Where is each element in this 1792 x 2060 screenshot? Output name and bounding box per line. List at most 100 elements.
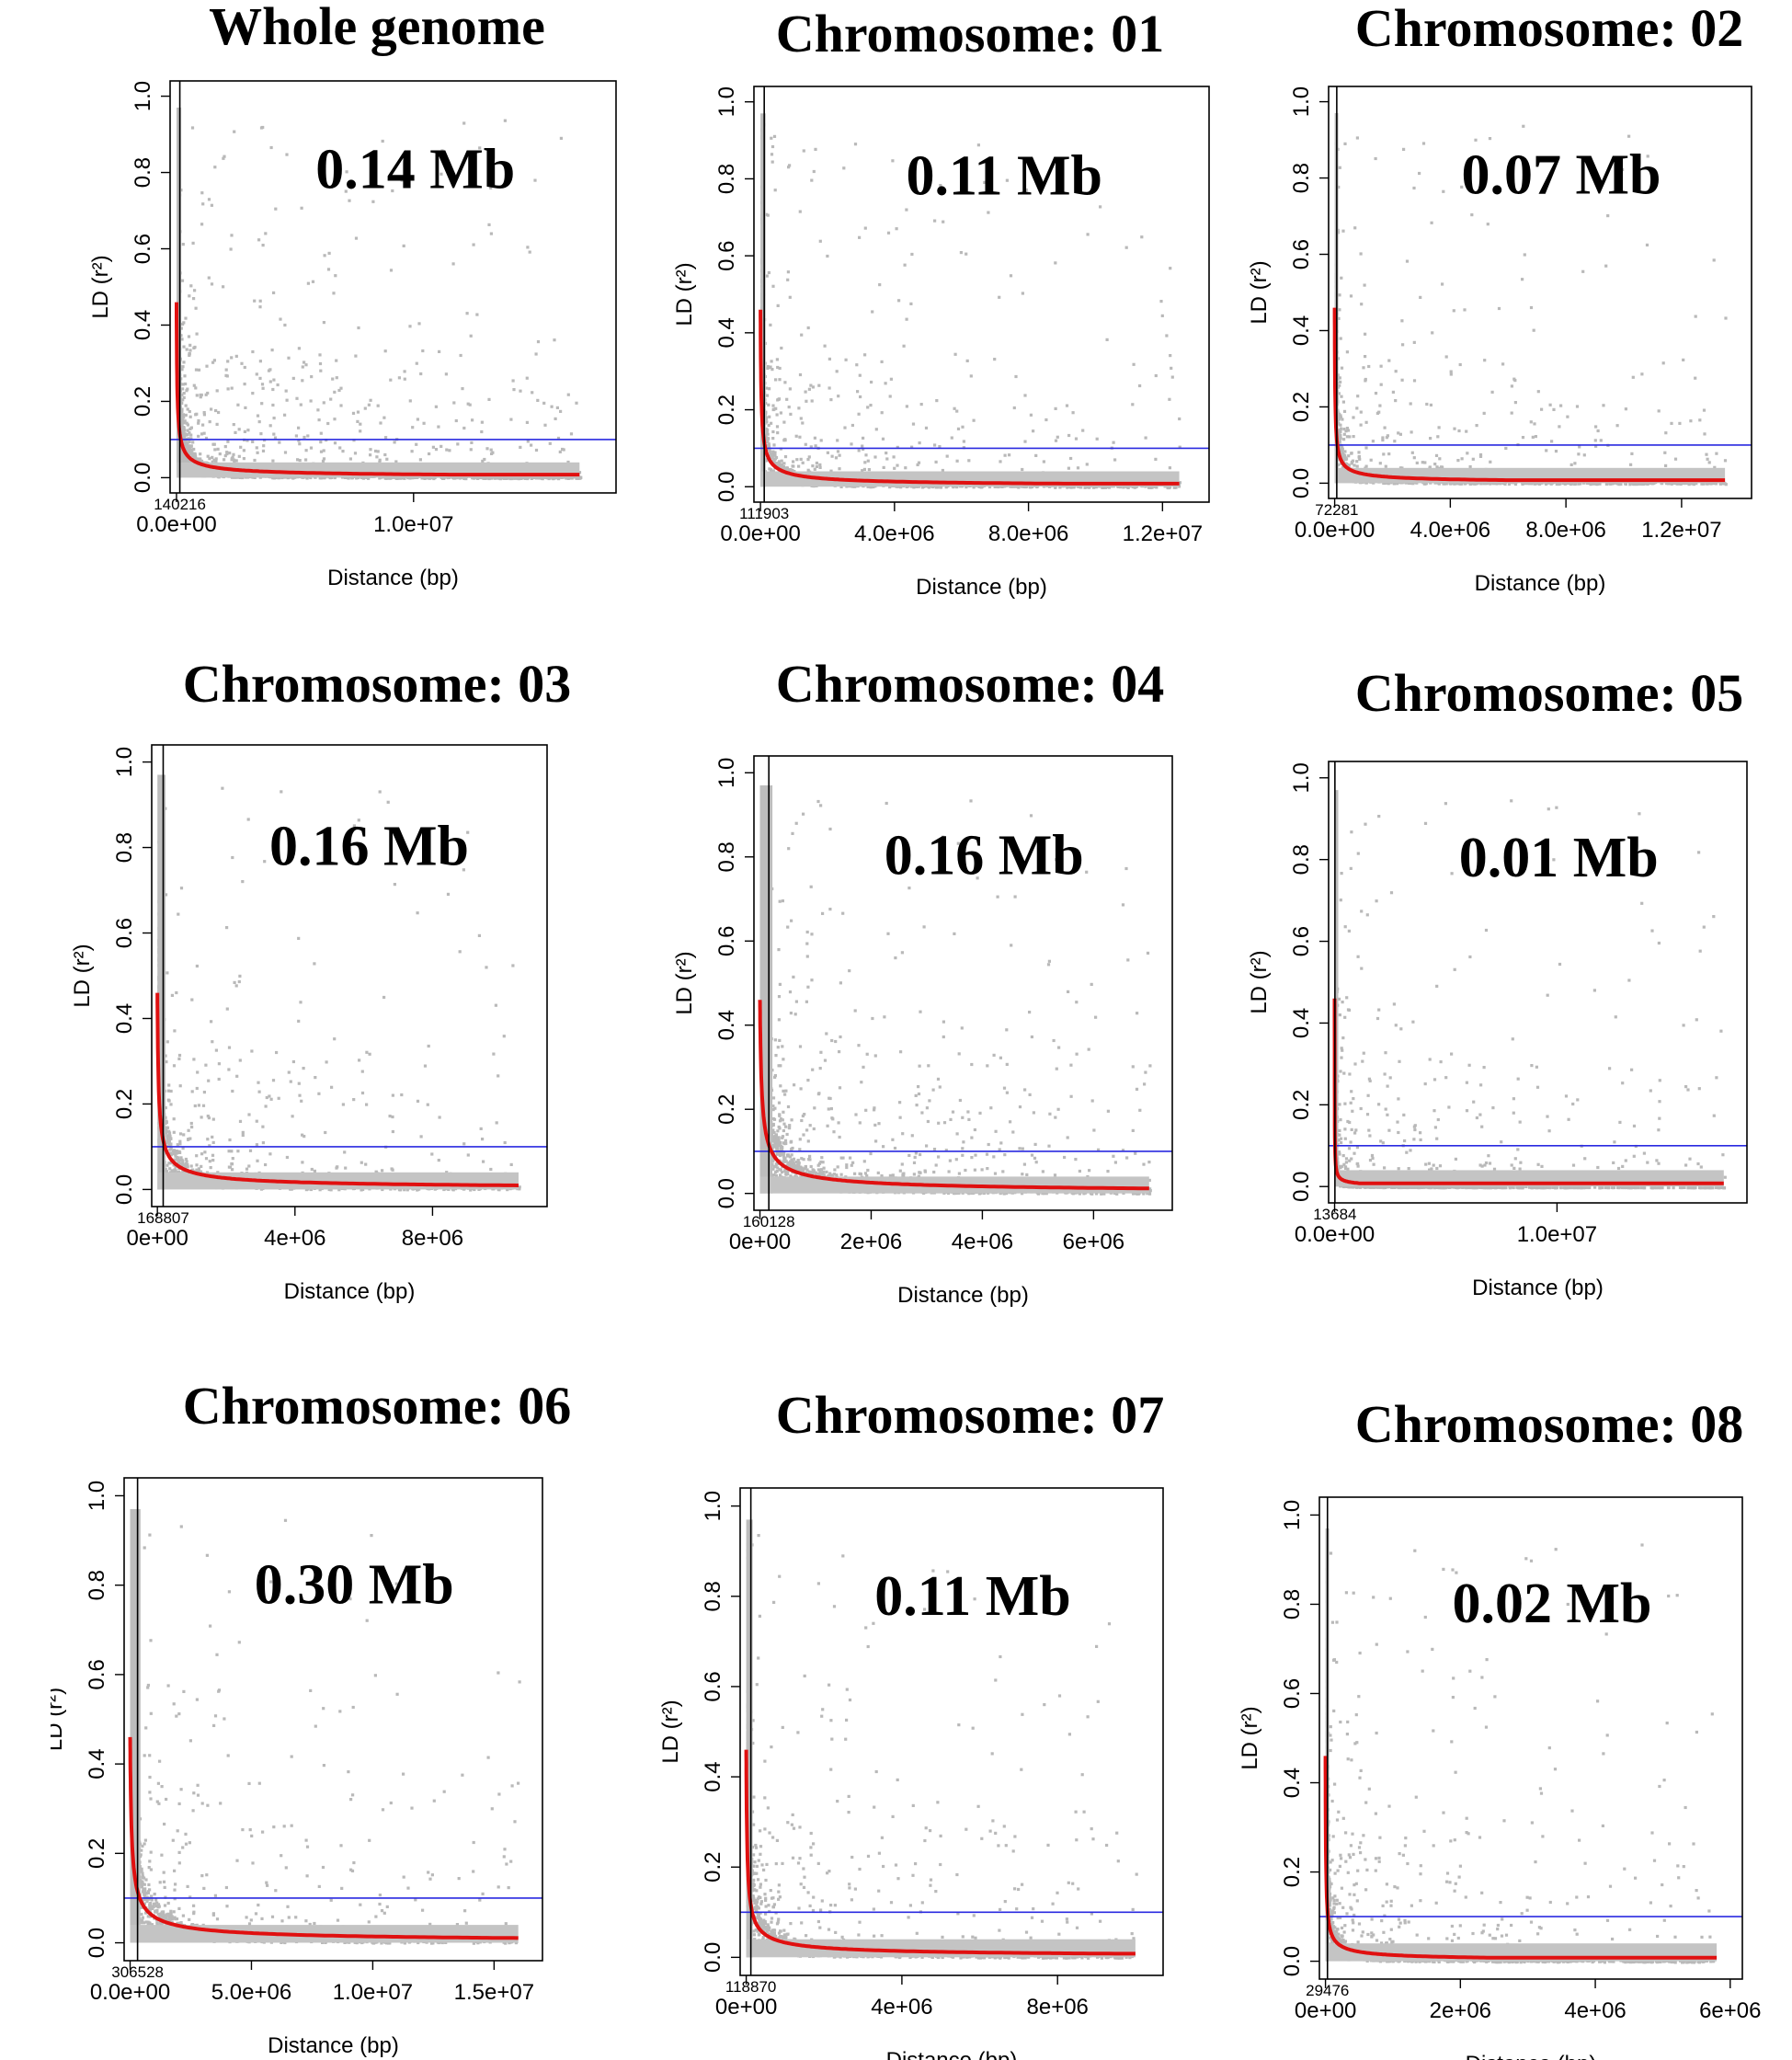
- scatter-point: [871, 310, 873, 313]
- scatter-point: [933, 220, 936, 223]
- scatter-point: [1476, 424, 1478, 427]
- scatter-point: [298, 347, 301, 349]
- scatter-point: [1438, 457, 1441, 460]
- scatter-point: [768, 416, 770, 418]
- scatter-point: [955, 410, 958, 413]
- scatter-point: [1338, 308, 1341, 311]
- scatter-point: [893, 467, 896, 470]
- scatter-point: [1514, 401, 1517, 404]
- scatter-point: [1342, 428, 1345, 430]
- scatter-point: [1358, 455, 1361, 458]
- scatter-point: [1445, 355, 1448, 358]
- x-axis-label: Distance (bp): [1475, 571, 1606, 596]
- scatter-point: [452, 262, 455, 265]
- scatter-point: [203, 1091, 206, 1093]
- scatter-point: [211, 1040, 213, 1043]
- scatter-point: [1387, 452, 1390, 455]
- scatter-point: [1703, 409, 1706, 412]
- scatter-point: [1342, 453, 1345, 456]
- scatter-point: [182, 243, 185, 246]
- scatter-point: [224, 374, 227, 377]
- scatter-point: [1703, 432, 1706, 435]
- scatter-point: [1351, 452, 1353, 454]
- scatter-point: [184, 383, 187, 385]
- scatter-point: [1343, 143, 1346, 145]
- scatter-point: [1154, 458, 1157, 461]
- scatter-point: [191, 441, 194, 443]
- scatter-point: [1168, 398, 1170, 401]
- scatter-point: [1483, 359, 1486, 361]
- scatter-point: [231, 1090, 234, 1093]
- scatter-point: [1406, 260, 1409, 263]
- scatter-point: [863, 461, 866, 464]
- scatter-point: [526, 377, 529, 380]
- scatter-point: [304, 458, 307, 461]
- scatter-point: [241, 880, 244, 883]
- scatter-point: [327, 268, 330, 270]
- y-tick-label: 0.8: [714, 164, 739, 194]
- x-tick-label: 1.2e+07: [1123, 521, 1203, 546]
- scatter-point: [1425, 403, 1428, 406]
- scatter-point: [1022, 292, 1024, 294]
- scatter-point: [1161, 315, 1164, 317]
- scatter-point: [1341, 230, 1344, 233]
- scatter-point: [1573, 462, 1576, 464]
- scatter-point: [231, 387, 234, 390]
- scatter-point: [1355, 460, 1358, 463]
- scatter-point: [784, 455, 787, 458]
- scatter-point: [1055, 407, 1057, 410]
- scatter-point: [961, 426, 964, 429]
- scatter-point: [188, 428, 191, 430]
- scatter-point: [256, 1120, 258, 1123]
- scatter-point: [1550, 440, 1553, 442]
- scatter-point: [789, 296, 792, 299]
- scatter-point: [787, 270, 790, 273]
- scatter-point: [1689, 419, 1692, 422]
- scatter-point: [1353, 435, 1355, 438]
- scatter-point: [384, 349, 387, 352]
- scatter-point: [377, 405, 380, 407]
- scatter-point: [195, 307, 198, 310]
- scatter-point: [559, 410, 562, 413]
- scatter-point: [1583, 453, 1586, 456]
- scatter-point: [1511, 384, 1513, 387]
- scatter-point: [432, 446, 435, 449]
- scatter-point: [251, 350, 254, 353]
- scatter-point: [419, 458, 422, 461]
- scatter-point: [1402, 148, 1405, 151]
- scatter-point: [973, 419, 976, 422]
- scatter-point: [786, 279, 789, 281]
- scatter-point: [967, 459, 970, 462]
- scatter-point: [789, 413, 792, 416]
- scatter-point: [529, 251, 531, 254]
- scatter-point: [269, 380, 272, 383]
- scatter-point: [211, 1159, 214, 1162]
- scatter-point: [1360, 411, 1363, 414]
- scatter-point: [482, 1161, 485, 1163]
- scatter-point: [274, 208, 277, 211]
- scatter-point: [535, 449, 538, 452]
- scatter-point: [854, 143, 857, 145]
- scatter-point: [1340, 277, 1342, 280]
- scatter-point: [423, 422, 426, 425]
- scatter-point: [1658, 409, 1661, 412]
- scatter-point: [970, 374, 973, 377]
- scatter-point: [809, 384, 812, 387]
- scatter-point: [269, 424, 272, 427]
- scatter-point: [1698, 418, 1701, 421]
- scatter-point: [1521, 278, 1524, 280]
- scatter-point: [1581, 270, 1584, 273]
- scatter-point: [815, 444, 817, 447]
- scatter-point: [257, 452, 259, 454]
- scatter-point: [1533, 422, 1535, 425]
- scatter-point: [242, 1131, 245, 1134]
- scatter-point: [218, 1078, 221, 1081]
- scatter-point: [219, 452, 222, 455]
- scatter-point: [297, 1020, 300, 1023]
- y-tick-label: 0.8: [131, 157, 155, 188]
- scatter-point: [792, 460, 794, 463]
- scatter-point: [244, 406, 246, 409]
- scatter-point: [893, 455, 896, 458]
- y-tick-label: 0.4: [1289, 315, 1314, 346]
- scatter-point: [224, 454, 227, 457]
